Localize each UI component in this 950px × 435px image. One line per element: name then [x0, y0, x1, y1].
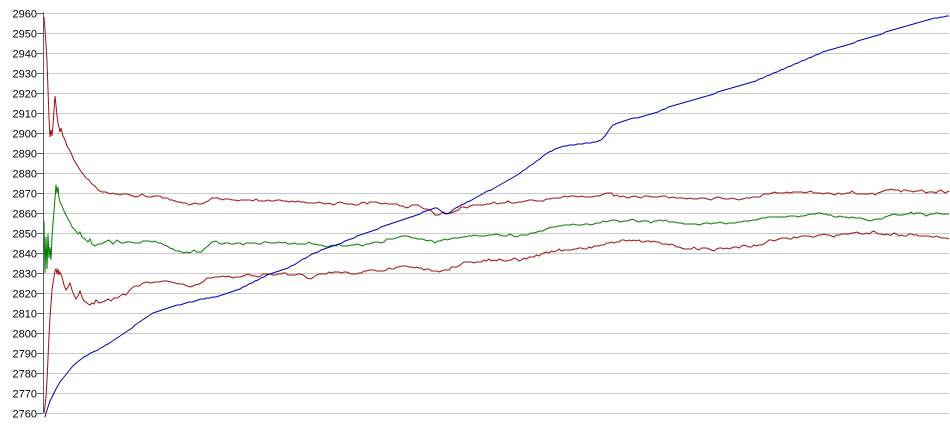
y-axis-label: 2790 [13, 349, 37, 361]
y-axis-label: 2840 [13, 249, 37, 261]
lower-band-line [43, 230, 950, 414]
y-axis-label: 2890 [13, 149, 37, 161]
y-axis-label: 2830 [13, 269, 37, 281]
y-axis-label: 2950 [13, 29, 37, 41]
y-axis-label: 2800 [13, 329, 37, 341]
y-axis-label: 2930 [13, 69, 37, 81]
y-axis-label: 2880 [13, 169, 37, 181]
y-axis-label: 2810 [13, 309, 37, 321]
y-axis-label: 2940 [13, 49, 37, 61]
y-axis-label: 2780 [13, 369, 37, 381]
cumulative-line [44, 15, 949, 418]
y-axis-label: 2850 [13, 229, 37, 241]
y-axis-label: 2820 [13, 289, 37, 301]
y-axis-label: 2960 [13, 9, 37, 21]
upper-band-line [43, 16, 950, 216]
y-axis-label: 2760 [13, 409, 37, 421]
y-axis-label: 2770 [13, 389, 37, 401]
y-axis-label: 2900 [13, 129, 37, 141]
median-line [43, 184, 949, 274]
y-axis-label: 2910 [13, 109, 37, 121]
y-axis-label: 2920 [13, 89, 37, 101]
y-axis-label: 2860 [13, 209, 37, 221]
y-axis-label: 2870 [13, 189, 37, 201]
